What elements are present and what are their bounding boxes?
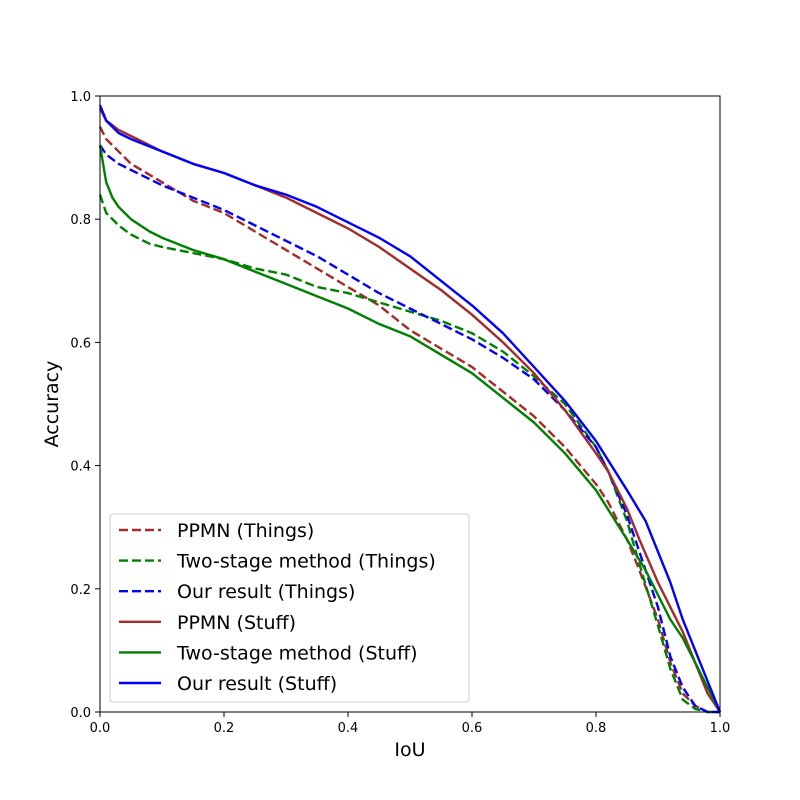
y-tick-label: 0.6 [70, 336, 91, 351]
plot-frame [99, 95, 721, 713]
series-line-ppmn-things [98, 126, 720, 714]
legend-label: PPMN (Stuff) [177, 612, 296, 634]
y-tick-label: 0.0 [70, 706, 91, 721]
x-tick-label: 1.0 [710, 721, 731, 736]
legend: PPMN (Things) Two-stage method (Things) Ou… [109, 513, 470, 703]
x-tick-label: 0.6 [462, 721, 483, 736]
x-tick-label: 0.8 [586, 721, 607, 736]
x-tick-label: 0.0 [90, 721, 111, 736]
legend-label: Two-stage method (Stuff) [176, 642, 418, 664]
x-axis-label: IoU [394, 739, 425, 761]
series-line-our-result-things [99, 144, 720, 714]
legend-frame [109, 513, 470, 703]
legend-label: Two-stage method (Things) [176, 551, 436, 573]
series-line-our-result-stuff [98, 104, 722, 713]
legend-label: Our result (Things) [177, 581, 355, 603]
y-tick-label: 0.4 [70, 460, 91, 475]
series-line-two-stage-method-things [98, 194, 720, 714]
y-tick-label: 0.2 [70, 583, 91, 598]
ticks-layer: 0.0 0.2 0.4 0.6 0.8 1.0 0.0 0.2 0.4 0.6 0.8 1.0 [70, 90, 730, 736]
x-tick-label: 0.2 [214, 721, 235, 736]
y-axis-label: Accuracy [41, 361, 63, 448]
legend-label: Our result (Stuff) [177, 673, 337, 695]
series-line-two-stage-method-stuff [98, 145, 722, 713]
y-tick-label: 0.8 [70, 213, 91, 228]
y-tick-label: 1.0 [70, 90, 91, 105]
series-layer [98, 104, 722, 714]
legend-label: PPMN (Things) [177, 520, 314, 542]
x-tick-label: 0.4 [338, 721, 359, 736]
